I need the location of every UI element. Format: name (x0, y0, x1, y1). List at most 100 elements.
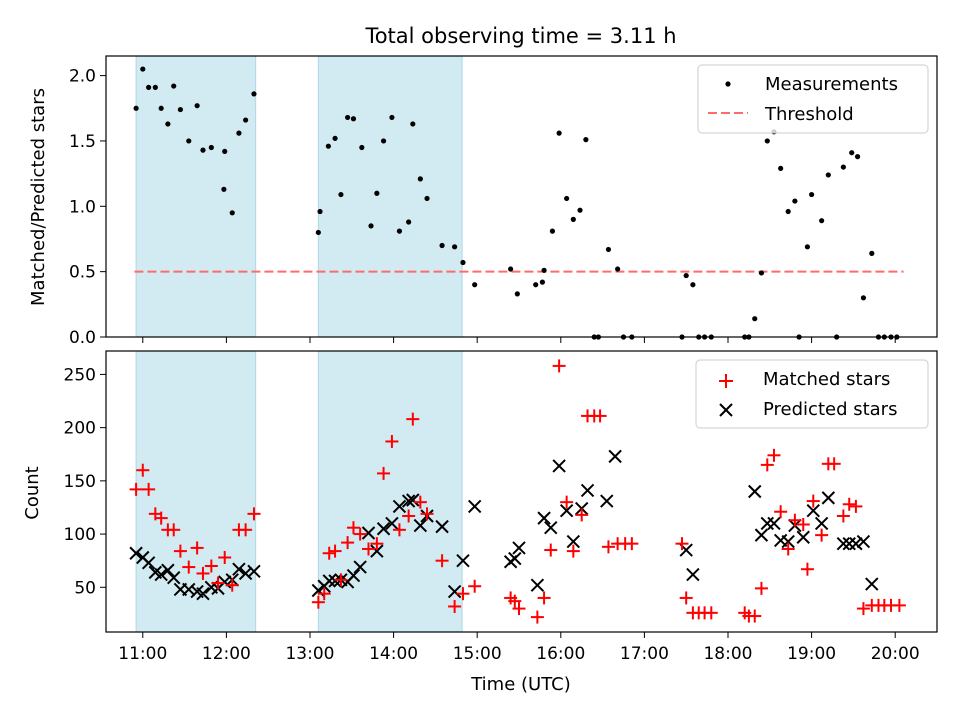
predicted-marker-stroke (196, 586, 210, 601)
measurement-point (315, 229, 321, 236)
measurement-point (374, 190, 380, 196)
matched-star-point (679, 591, 693, 605)
predicted-star-point (767, 516, 781, 531)
bottom-x-ticks: 11:00 12:00 13:00 14:00 15:00 16:00 17:00 18:00… (118, 632, 920, 664)
x-tick-label: 20:00 (871, 644, 920, 664)
bottom-y-tick-label: 50 (74, 578, 96, 598)
predicted-star-point (580, 483, 595, 498)
matched-star-point (402, 509, 416, 523)
predicted-star-point (182, 582, 196, 597)
predicted-marker-stroke (311, 583, 326, 598)
measurement-point (332, 135, 338, 141)
matched-star-point (544, 543, 558, 557)
predicted-marker-stroke (406, 493, 420, 507)
measurement-point (804, 244, 811, 250)
matched-star-point (392, 523, 406, 537)
matched-star-point (196, 566, 210, 580)
matched-star-point (827, 457, 841, 471)
matched-star-point (512, 602, 526, 616)
predicted-marker-stroke (814, 516, 829, 531)
measurement-point (564, 195, 570, 202)
predicted-marker-stroke (537, 511, 551, 525)
measurement-point (615, 266, 621, 272)
measurement-point (350, 116, 357, 122)
bottom-shaded-regions (135, 350, 463, 633)
matched-star-point (448, 599, 462, 613)
predicted-star-point (141, 556, 156, 570)
predicted-star-point (760, 516, 774, 531)
predicted-star-point (686, 567, 700, 582)
matched-star-point (806, 494, 820, 508)
top-y-tick-label: 0.0 (69, 328, 96, 348)
predicted-marker-stroke (129, 546, 143, 560)
predicted-marker-stroke (754, 528, 769, 542)
measurement-point (229, 210, 235, 216)
matched-star-point (767, 448, 781, 462)
predicted-marker-stroke (322, 574, 336, 588)
predicted-marker-stroke (773, 533, 788, 548)
predicted-star-point (559, 503, 574, 518)
top-y-axis-label: Matched/Predicted stars (28, 88, 49, 306)
matched-star-point (317, 587, 331, 601)
predicted-star-point (413, 518, 428, 533)
matched-star-point (167, 523, 181, 537)
matched-star-point (239, 523, 253, 537)
predicted-marker-stroke (361, 526, 376, 540)
measurement-point (860, 295, 867, 301)
matched-star-point (704, 606, 718, 620)
predicted-marker-stroke (376, 522, 391, 536)
matched-star-point (385, 434, 399, 448)
matched-star-point (552, 359, 566, 373)
measurement-point (236, 130, 242, 136)
matched-star-point (625, 537, 639, 551)
measurement-point (345, 114, 351, 121)
predicted-marker-stroke (566, 534, 581, 549)
matched-star-point (377, 466, 391, 480)
predicted-marker-stroke (544, 520, 558, 535)
matched-star-point (204, 559, 218, 573)
predicted-marker-stroke (154, 567, 168, 582)
top-shaded-regions (135, 55, 463, 338)
matched-star-point (593, 409, 607, 423)
matched-star-point (788, 513, 802, 527)
predicted-star-point (781, 534, 795, 549)
measurement-point (549, 228, 556, 234)
matched-star-point (537, 591, 551, 605)
measurement-point (752, 316, 758, 322)
predicted-marker-stroke (686, 567, 700, 582)
measurement-point (200, 147, 206, 153)
measurement-point (208, 144, 214, 151)
matched-star-point (173, 544, 187, 558)
matched-star-point (849, 499, 863, 513)
bottom-y-tick-label: 100 (64, 525, 96, 545)
shaded-region (317, 350, 463, 633)
bottom-legend-box (695, 359, 929, 429)
legend-measurements-label: Measurements (765, 74, 898, 95)
measurement-point (243, 117, 249, 123)
predicted-marker-stroke (608, 449, 622, 464)
measurement-point (133, 105, 139, 111)
measurement-point (177, 106, 184, 113)
predicted-marker-stroke (806, 503, 820, 518)
predicted-marker-stroke (781, 534, 795, 549)
predicted-marker-stroke (190, 584, 204, 599)
measurement-point (424, 195, 430, 202)
predicted-star-point (865, 577, 879, 591)
matched-star-point (815, 528, 829, 542)
matched-star-point (601, 540, 615, 554)
matched-star-point (182, 560, 196, 574)
legend-matched-label: Matched stars (763, 369, 890, 390)
matched-star-point (748, 609, 762, 623)
predicted-marker-stroke (836, 536, 851, 551)
measurement-point (325, 143, 331, 149)
measurement-point (854, 154, 861, 160)
chart-title: Total observing time = 3.11 h (364, 24, 676, 48)
top-y-tick-label: 2.0 (69, 67, 96, 87)
matched-star-point (800, 562, 814, 576)
measurement-point (840, 164, 846, 170)
measurement-point (539, 279, 546, 285)
top-legend-box (697, 64, 929, 134)
predicted-star-point (748, 484, 762, 499)
measurement-point (317, 208, 323, 215)
